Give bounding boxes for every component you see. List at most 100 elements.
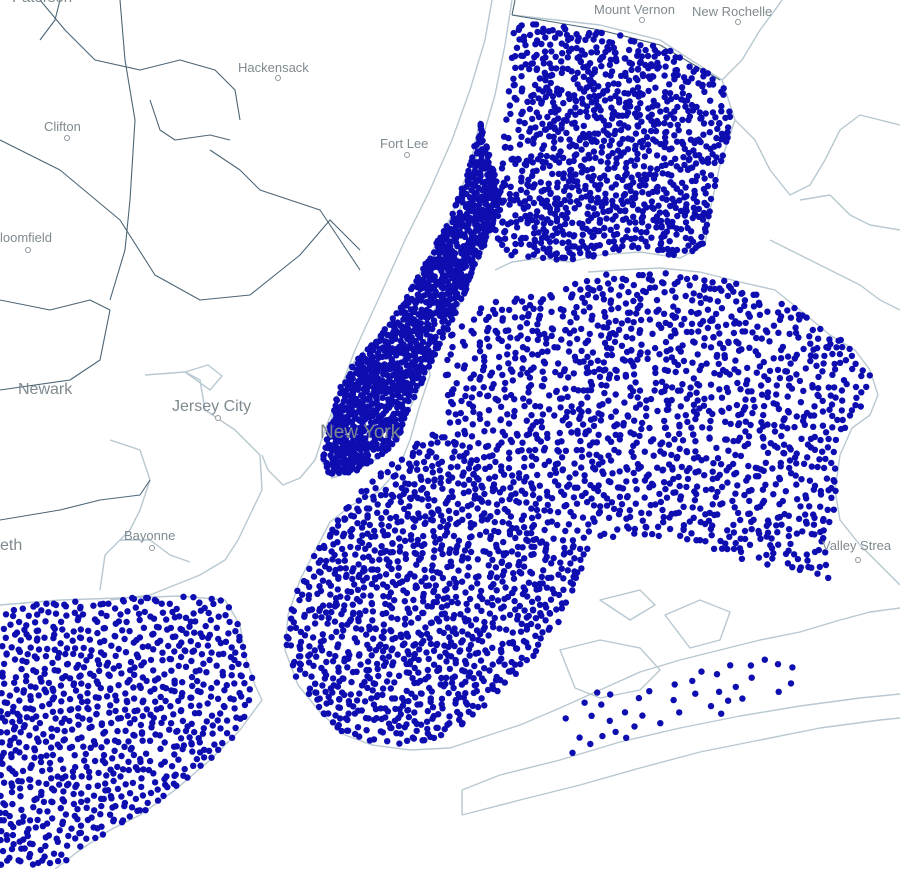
map-point <box>308 673 315 680</box>
map-point <box>530 521 538 529</box>
map-point <box>454 362 461 369</box>
map-point <box>491 614 498 622</box>
map-point <box>536 601 544 608</box>
map-point <box>489 484 497 491</box>
map-point <box>631 38 638 45</box>
map-point <box>375 354 382 362</box>
map-point <box>358 626 365 633</box>
map-point <box>520 524 528 531</box>
map-point <box>721 277 728 285</box>
map-point <box>531 581 538 588</box>
map-point <box>506 449 513 456</box>
map-point <box>444 371 451 378</box>
map-point <box>705 407 713 415</box>
map-point <box>473 687 480 695</box>
map-point <box>384 385 391 393</box>
map-point <box>463 183 470 190</box>
map-point <box>409 452 416 459</box>
map-point <box>530 536 537 544</box>
map-point <box>654 407 661 415</box>
map-point <box>539 296 547 303</box>
map-point <box>412 369 419 377</box>
map-point <box>538 418 545 425</box>
map-point <box>530 168 537 175</box>
map-point <box>608 104 615 111</box>
map-point <box>590 86 597 93</box>
map-point <box>590 205 597 212</box>
map-point <box>374 509 381 516</box>
map-point <box>546 89 553 97</box>
map-point <box>819 397 826 405</box>
map-point <box>735 369 742 376</box>
map-point <box>683 275 691 283</box>
map-point <box>344 664 351 671</box>
map-point <box>529 183 536 191</box>
map-point <box>569 291 576 298</box>
map-point <box>505 420 513 427</box>
map-point <box>706 435 713 442</box>
map-point <box>499 640 506 648</box>
map-point <box>603 502 611 509</box>
map-point <box>589 233 596 241</box>
map-point <box>538 424 546 431</box>
map-point <box>776 374 784 382</box>
map-point <box>560 99 567 107</box>
map-point <box>196 702 203 709</box>
map-point <box>353 697 361 704</box>
map-point <box>573 314 580 321</box>
map-point <box>364 512 371 519</box>
map-point <box>587 359 594 366</box>
map-point <box>533 37 541 44</box>
map-point <box>563 117 570 124</box>
map-point <box>531 224 538 231</box>
map-point <box>799 417 807 425</box>
map-point <box>672 67 679 74</box>
map-point <box>816 456 823 463</box>
map-point <box>815 546 822 554</box>
map-point <box>369 557 376 564</box>
map-point <box>512 534 519 542</box>
map-point <box>301 611 308 619</box>
map-point <box>381 347 388 354</box>
map-point <box>629 87 637 94</box>
map-point <box>608 413 615 420</box>
map-point <box>572 104 579 111</box>
map-point <box>521 463 528 471</box>
map-point <box>292 673 300 680</box>
map-point <box>521 119 528 127</box>
map-point <box>490 623 497 631</box>
map-point <box>641 477 649 484</box>
map-point <box>402 300 409 307</box>
map-point <box>584 545 591 552</box>
map-point <box>667 202 674 210</box>
map-point <box>631 162 638 169</box>
map-point <box>387 515 394 522</box>
map-point <box>838 387 846 394</box>
map-point <box>578 169 585 176</box>
map-point <box>387 549 394 556</box>
jamaica-bay <box>479 607 900 739</box>
map-point <box>619 216 627 223</box>
map-point <box>694 397 701 404</box>
map-point <box>297 628 305 636</box>
map-point <box>580 358 587 365</box>
map-point <box>526 105 534 113</box>
map-point <box>480 384 487 391</box>
map-point <box>552 368 559 376</box>
map-point <box>451 448 458 455</box>
map-point <box>607 457 615 464</box>
map-point <box>520 33 528 40</box>
map-point <box>597 532 604 539</box>
map-point <box>617 32 624 39</box>
map-point <box>780 441 788 448</box>
map-point <box>808 564 815 571</box>
map-point <box>457 611 464 618</box>
map-point <box>573 31 580 38</box>
map-point <box>752 348 759 355</box>
map-point <box>679 342 686 349</box>
map-point <box>518 620 525 627</box>
map-point <box>661 134 669 141</box>
map-point <box>469 635 476 642</box>
